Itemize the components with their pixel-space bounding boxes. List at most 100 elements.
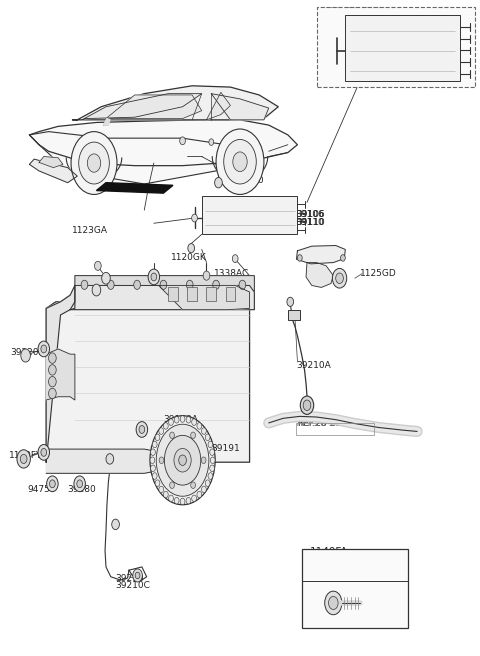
Circle shape xyxy=(203,271,210,280)
Polygon shape xyxy=(29,120,298,166)
Circle shape xyxy=(102,272,110,284)
Circle shape xyxy=(192,419,196,425)
Text: 1120GK: 1120GK xyxy=(170,253,206,262)
Circle shape xyxy=(48,377,56,387)
Circle shape xyxy=(169,482,174,489)
Text: 1123GA: 1123GA xyxy=(216,152,252,161)
Circle shape xyxy=(168,419,173,425)
Circle shape xyxy=(151,273,157,281)
Circle shape xyxy=(202,428,206,434)
Polygon shape xyxy=(46,285,75,462)
Circle shape xyxy=(180,416,185,422)
Circle shape xyxy=(179,455,186,466)
Circle shape xyxy=(300,396,314,415)
Circle shape xyxy=(150,457,155,464)
Circle shape xyxy=(169,432,174,439)
Polygon shape xyxy=(46,285,254,462)
Bar xyxy=(288,310,300,320)
Text: 39225E: 39225E xyxy=(89,300,123,310)
Text: (4AUTO 2WD): (4AUTO 2WD) xyxy=(324,7,389,16)
Circle shape xyxy=(174,449,191,472)
Text: 39110: 39110 xyxy=(297,218,325,227)
Circle shape xyxy=(174,497,179,504)
Polygon shape xyxy=(104,119,110,125)
Circle shape xyxy=(174,417,179,423)
Circle shape xyxy=(134,280,141,289)
Circle shape xyxy=(201,457,206,464)
Circle shape xyxy=(47,476,58,491)
Bar xyxy=(168,287,178,300)
Circle shape xyxy=(159,486,164,493)
Polygon shape xyxy=(29,132,240,184)
Polygon shape xyxy=(306,262,333,287)
Polygon shape xyxy=(46,349,75,400)
Circle shape xyxy=(92,284,101,296)
Circle shape xyxy=(159,457,164,464)
Circle shape xyxy=(71,132,117,194)
Text: REF.28-286C: REF.28-286C xyxy=(297,419,354,428)
Bar xyxy=(317,7,475,87)
Text: 91490: 91490 xyxy=(235,176,264,184)
Circle shape xyxy=(152,473,157,480)
Bar xyxy=(345,15,460,81)
Polygon shape xyxy=(72,86,278,120)
Circle shape xyxy=(152,441,157,448)
Circle shape xyxy=(239,280,246,289)
Bar xyxy=(296,423,374,435)
Circle shape xyxy=(21,349,30,362)
Circle shape xyxy=(163,422,168,429)
Circle shape xyxy=(287,297,294,306)
Text: 1338AC: 1338AC xyxy=(214,269,249,278)
Circle shape xyxy=(160,280,167,289)
Text: 39210A: 39210A xyxy=(297,361,331,370)
Circle shape xyxy=(148,269,159,285)
Text: 94750: 94750 xyxy=(27,485,56,494)
Circle shape xyxy=(186,280,193,289)
Circle shape xyxy=(192,495,196,502)
Circle shape xyxy=(205,480,210,486)
Circle shape xyxy=(208,473,213,480)
Circle shape xyxy=(340,255,345,261)
Polygon shape xyxy=(297,245,345,264)
Polygon shape xyxy=(82,94,202,120)
Bar xyxy=(187,287,197,300)
Text: 39110: 39110 xyxy=(295,218,324,227)
Text: 39250K: 39250K xyxy=(194,287,229,296)
Circle shape xyxy=(197,491,202,498)
Polygon shape xyxy=(29,159,77,182)
Circle shape xyxy=(133,569,143,582)
Circle shape xyxy=(38,341,49,357)
Circle shape xyxy=(202,486,206,493)
Polygon shape xyxy=(158,285,250,310)
Circle shape xyxy=(87,154,101,173)
Bar xyxy=(226,287,235,300)
Text: 39190A: 39190A xyxy=(163,415,198,424)
Circle shape xyxy=(336,273,343,283)
Circle shape xyxy=(41,449,47,457)
Circle shape xyxy=(324,591,342,615)
Circle shape xyxy=(41,345,47,353)
Circle shape xyxy=(77,480,83,487)
Circle shape xyxy=(136,422,148,438)
Circle shape xyxy=(205,434,210,441)
Bar xyxy=(206,287,216,300)
Text: 39210: 39210 xyxy=(116,573,144,583)
Circle shape xyxy=(209,139,214,146)
Polygon shape xyxy=(96,182,173,193)
Circle shape xyxy=(328,596,338,609)
Text: 1125GD: 1125GD xyxy=(360,269,396,278)
Circle shape xyxy=(192,214,197,222)
Circle shape xyxy=(232,255,238,262)
Circle shape xyxy=(210,457,215,464)
Polygon shape xyxy=(206,92,230,120)
Circle shape xyxy=(186,417,191,423)
Bar xyxy=(202,196,298,234)
Circle shape xyxy=(74,476,85,491)
Circle shape xyxy=(191,482,195,489)
Text: 1123GA: 1123GA xyxy=(72,226,108,235)
Bar xyxy=(302,549,408,628)
Text: 39180: 39180 xyxy=(68,485,96,494)
Circle shape xyxy=(106,454,114,464)
Text: 39106: 39106 xyxy=(337,15,368,26)
Circle shape xyxy=(216,129,264,194)
